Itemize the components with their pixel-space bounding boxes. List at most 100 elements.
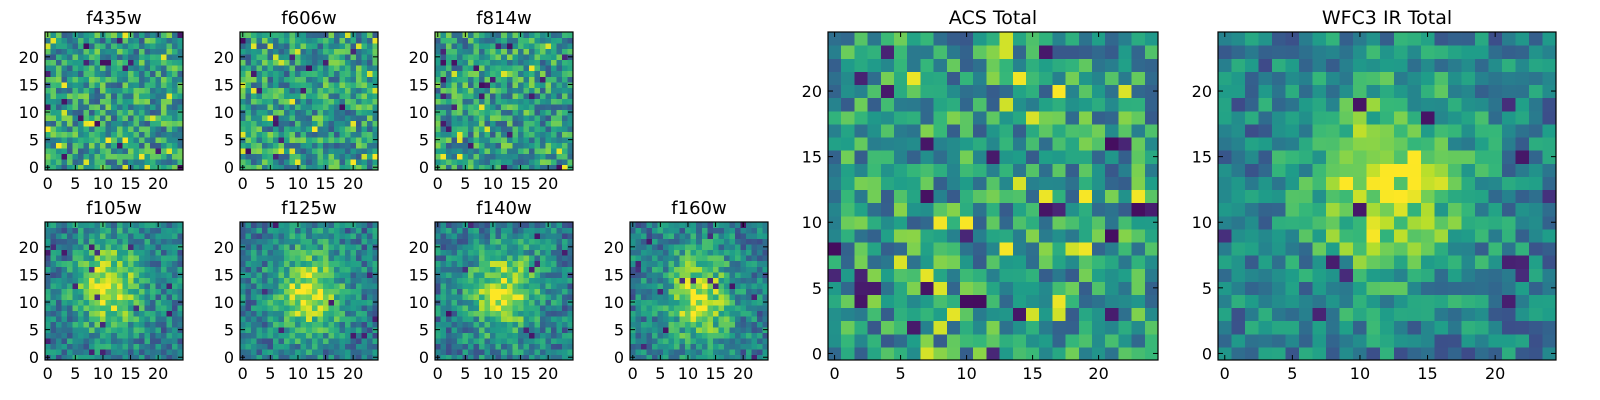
heatmap-cell [111,343,118,350]
heatmap-cell [762,238,769,245]
heatmap-cell [284,142,291,149]
heatmap-cell [712,260,719,267]
heatmap-cell [484,233,491,240]
heatmap-cell [668,354,675,361]
heatmap-cell [366,332,374,339]
heatmap-cell [295,98,302,105]
heatmap-cell [284,81,291,88]
heatmap-cell [523,266,530,273]
heatmap-cell [72,158,79,166]
heatmap-cell [306,227,313,234]
heatmap-cell [289,125,296,132]
heatmap-cell [690,233,697,240]
heatmap-cell [1052,320,1067,335]
heatmap-cell [479,153,486,160]
y-tick-label: 5 [29,131,39,150]
heatmap-cell [561,304,569,311]
heatmap-cell [701,271,708,278]
heatmap-cell [740,227,747,234]
heatmap-cell [668,337,675,345]
heatmap-cell [435,343,442,350]
heatmap-cell [328,288,335,295]
heatmap-cell [495,142,502,149]
heatmap-cell [512,227,519,234]
heatmap-cell [372,158,379,166]
heatmap-cell [311,277,318,284]
heatmap-cell [61,255,68,262]
heatmap-cell [1078,202,1093,217]
heatmap-cell [350,255,357,262]
heatmap-cell [523,81,530,88]
heatmap-cell [355,222,363,229]
heatmap-cell [828,255,842,269]
heatmap-cell [668,348,675,356]
heatmap-cell [501,222,508,229]
heatmap-cell [501,288,508,295]
heatmap-cell [322,153,329,160]
heatmap-cell [556,354,563,361]
heatmap-cell [635,299,642,306]
heatmap-cell [556,348,563,356]
heatmap-cell [105,81,112,88]
heatmap-cell [306,65,313,72]
heatmap-cell [646,304,653,311]
heatmap-cell [251,271,258,278]
heatmap-cell [539,238,546,245]
heatmap-cell [550,76,558,83]
heatmap-cell [1012,255,1027,269]
heatmap-cell [490,98,497,105]
heatmap-cell [289,293,296,300]
heatmap-cell [646,332,653,339]
heatmap-cell [56,337,63,345]
heatmap-cell [295,131,302,138]
heatmap-cell [690,343,697,350]
heatmap-cell [355,48,363,55]
heatmap-cell [517,299,524,306]
heatmap-cell [284,321,291,328]
heatmap-cell [512,114,519,121]
heatmap-cell [138,348,145,356]
heatmap-cell [567,70,574,77]
heatmap-cell [1105,176,1119,191]
heatmap-cell [479,255,486,262]
heatmap-cell [740,288,747,295]
heatmap-cell [127,238,134,245]
heatmap-cell [641,343,648,350]
heatmap-cell [300,65,307,72]
heatmap-cell [484,343,491,350]
heatmap-cells [435,222,574,361]
heatmap-cell [245,59,252,66]
x-tick-label: 20 [148,174,168,193]
heatmap-cell [635,249,642,256]
heatmap-cell [289,65,296,72]
heatmap-cell [89,337,96,345]
heatmap-cell [501,158,508,166]
heatmap-cell [561,282,569,289]
heatmap-cell [83,233,90,240]
heatmap-cell [960,320,974,335]
heatmap-cell [133,271,140,278]
x-tick-label: 0 [43,174,53,193]
heatmap-cell [245,271,252,278]
heatmap-cell [278,282,285,289]
heatmap-cell [122,293,129,300]
heatmap-cell [344,238,351,245]
heatmap-cell [339,238,346,245]
heatmap-cell [289,337,296,345]
heatmap-cell [751,233,758,240]
heatmap-cell [517,277,524,284]
heatmap-cell [663,304,670,311]
heatmap-cell [67,37,74,44]
heatmap-cell [344,70,351,77]
heatmap-cell [251,354,258,361]
heatmap-cell [685,293,692,300]
heatmap-cell [72,321,79,328]
heatmap-cell [133,282,140,289]
heatmap-cell [501,164,508,171]
heatmap-cell [105,304,112,311]
heatmap-cell [674,293,681,300]
heatmap-cell [300,266,307,273]
heatmap-cell [435,266,442,273]
heatmap-cell [561,337,569,345]
heatmap-cell [245,337,252,345]
